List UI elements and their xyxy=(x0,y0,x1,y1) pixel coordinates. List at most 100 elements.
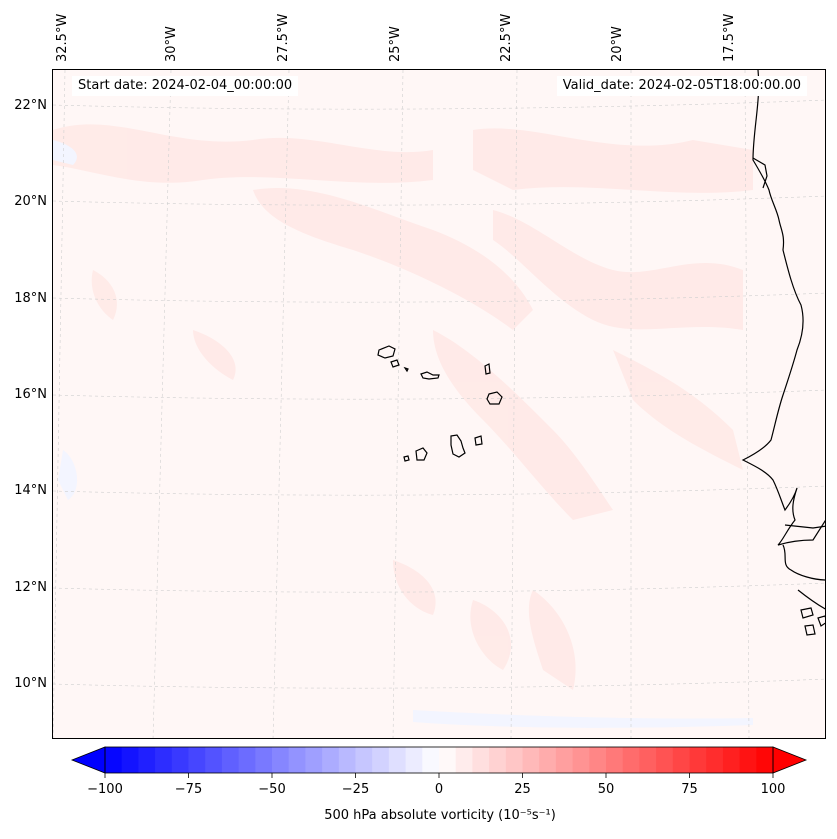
lon-tick-label: 30°W xyxy=(164,26,179,62)
colorbar-label: 500 hPa absolute vorticity (10⁻⁵s⁻¹) xyxy=(324,808,556,823)
colorbar-cell xyxy=(689,747,707,773)
colorbar-tick-label: 25 xyxy=(514,782,531,797)
lon-tick-label: 17.5°W xyxy=(722,13,737,62)
colorbar-cell xyxy=(756,747,774,773)
colorbar-cell xyxy=(188,747,206,773)
colorbar-cell xyxy=(439,747,457,773)
island-santiago xyxy=(450,434,466,458)
vorticity-band xyxy=(433,330,613,520)
colorbar-cell xyxy=(205,747,223,773)
colorbar-cell xyxy=(672,747,690,773)
meridian xyxy=(510,70,518,738)
vorticity-patch xyxy=(413,710,753,728)
vorticity-band xyxy=(528,590,576,690)
colorbar-cell xyxy=(221,747,240,773)
coastline-cape-verde-peninsula xyxy=(752,157,768,189)
coastline-mauritania-senegal xyxy=(741,70,825,546)
meridian xyxy=(744,70,750,738)
lat-tick-label: 12°N xyxy=(14,580,47,595)
vorticity-field xyxy=(53,124,753,690)
colorbar-cell xyxy=(405,747,423,773)
colorbar-cell xyxy=(722,747,741,773)
vorticity-band xyxy=(53,124,433,183)
african-coastline xyxy=(741,70,825,636)
colorbar-cell xyxy=(322,747,340,773)
vorticity-band xyxy=(473,128,753,193)
colorbar-cell xyxy=(288,747,306,773)
colorbar-cell xyxy=(472,747,490,773)
island-santo-antao xyxy=(377,345,396,359)
vorticity-band xyxy=(493,210,743,330)
colorbar-tickmarks xyxy=(104,773,774,778)
colorbar-cell xyxy=(272,747,290,773)
island-santa-luzia xyxy=(403,366,409,373)
colorbar-cell xyxy=(622,747,640,773)
negative-vorticity xyxy=(53,140,753,728)
colorbar-cell xyxy=(105,747,123,773)
island-maio xyxy=(474,435,483,446)
colorbar-tick-label: 100 xyxy=(760,782,786,797)
vorticity-band xyxy=(253,188,533,330)
colorbar-tick-label: 0 xyxy=(434,782,444,797)
colorbar-cell xyxy=(639,747,657,773)
colorbar-extend-low xyxy=(70,746,106,774)
colorbar-cell xyxy=(255,747,273,773)
island-brava xyxy=(403,455,410,462)
parallel xyxy=(53,195,825,206)
map-canvas xyxy=(53,70,825,738)
lat-tick-label: 18°N xyxy=(14,291,47,306)
colorbar xyxy=(70,746,808,778)
meridian xyxy=(272,70,290,738)
vorticity-band xyxy=(91,270,117,320)
vorticity-patch xyxy=(58,450,78,500)
parallel xyxy=(53,678,825,689)
island-fogo xyxy=(415,447,428,461)
colorbar-cell xyxy=(338,747,356,773)
colorbar-cell xyxy=(706,747,724,773)
colorbar-cell xyxy=(589,747,607,773)
colorbar-cell xyxy=(305,747,323,773)
valid-date-label: Valid_date: 2024-02-05T18:00:00.00 xyxy=(556,76,807,96)
map-panel xyxy=(52,69,826,739)
meridian xyxy=(53,70,66,738)
coastline-guinea xyxy=(797,589,825,610)
colorbar-cell xyxy=(238,747,256,773)
lat-tick-label: 20°N xyxy=(14,194,47,209)
parallel xyxy=(53,292,825,303)
colorbar-cell xyxy=(388,747,407,773)
colorbar-cell xyxy=(522,747,540,773)
gridlines xyxy=(53,70,825,738)
colorbar-tick-label: 50 xyxy=(597,782,615,797)
vorticity-band xyxy=(393,560,436,615)
parallel xyxy=(53,99,825,110)
colorbar-tick-label: 75 xyxy=(681,782,698,797)
colorbar-cell xyxy=(155,747,173,773)
colorbar-cell xyxy=(739,747,757,773)
island-sal xyxy=(484,363,491,375)
parallel xyxy=(53,389,825,400)
colorbar-cell xyxy=(121,747,139,773)
colorbar-tick-label: −100 xyxy=(87,782,123,797)
vorticity-band xyxy=(193,330,236,380)
colorbar-cell xyxy=(489,747,507,773)
meridian xyxy=(392,70,404,738)
lon-tick-label: 20°W xyxy=(610,26,625,62)
vorticity-patch xyxy=(53,140,77,165)
colorbar-cell xyxy=(171,747,189,773)
colorbar-cell xyxy=(422,747,440,773)
parallel xyxy=(53,485,825,496)
colorbar-cell xyxy=(138,747,156,773)
colorbar-tick-label: −25 xyxy=(341,782,370,797)
lon-tick-label: 32.5°W xyxy=(55,13,70,62)
lon-tick-label: 27.5°W xyxy=(276,13,291,62)
colorbar-cell xyxy=(505,747,523,773)
vorticity-band xyxy=(470,600,512,670)
colorbar-cell xyxy=(572,747,590,773)
colorbar-cell xyxy=(372,747,390,773)
coastline-guinea-bissau xyxy=(782,544,825,581)
colorbar-cell xyxy=(656,747,674,773)
lon-tick-label: 22.5°W xyxy=(499,13,514,62)
vorticity-band xyxy=(613,350,743,470)
colorbar-cell xyxy=(355,747,373,773)
island-sao-nicolau xyxy=(420,371,440,380)
